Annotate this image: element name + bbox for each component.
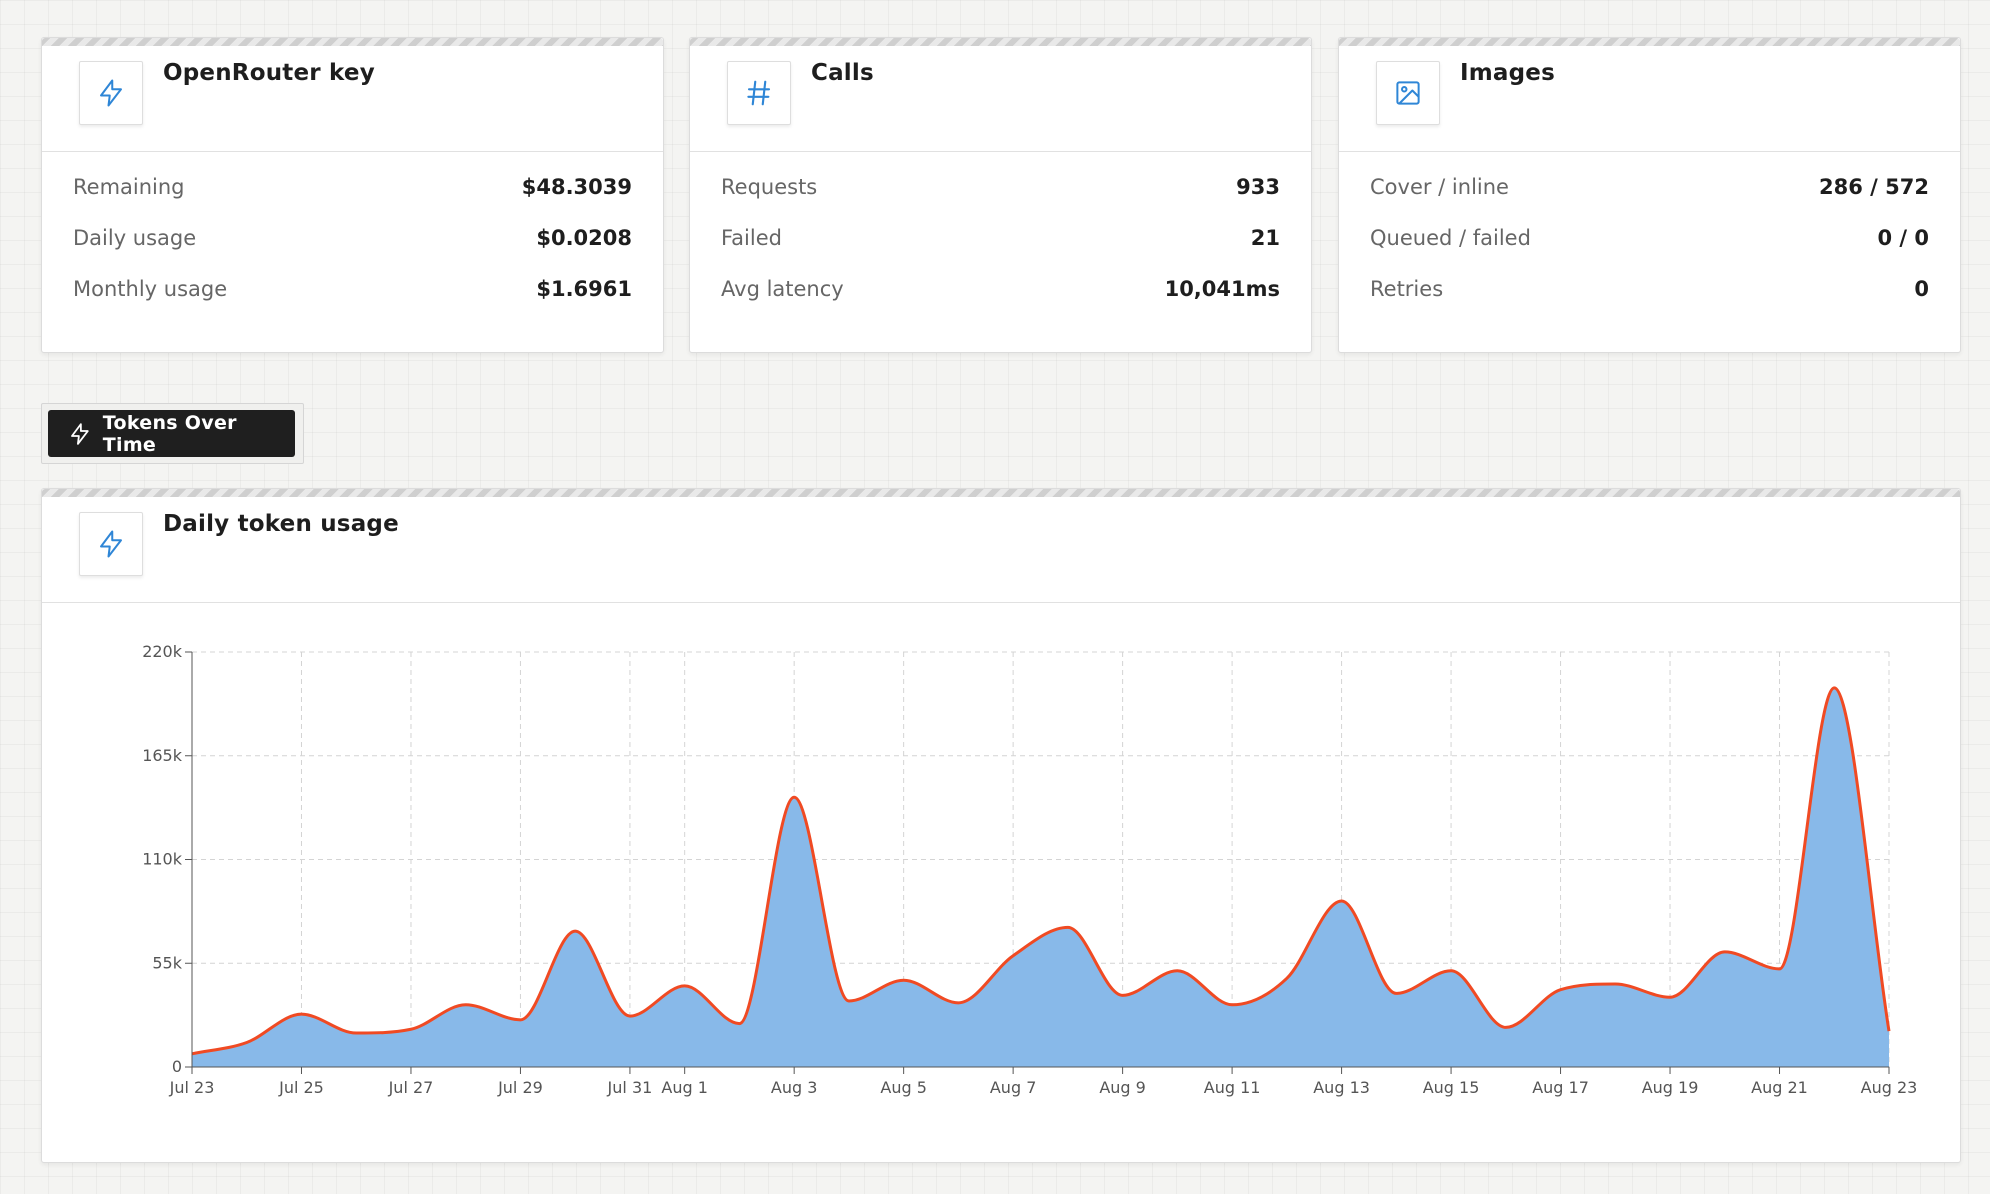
stat-value: $48.3039 [521, 175, 632, 199]
stat-label: Retries [1370, 277, 1444, 301]
stats-list: Cover / inline 286 / 572 Queued / failed 0… [1370, 175, 1929, 328]
x-tick-label: Jul 29 [497, 1078, 543, 1097]
stat-label: Daily usage [73, 226, 197, 250]
y-tick-label: 165k [142, 746, 183, 765]
card-title: OpenRouter key [163, 60, 375, 86]
stat-row-monthly-usage: Monthly usage $1.6961 [73, 277, 632, 328]
stat-row-avg-latency: Avg latency 10,041ms [721, 277, 1280, 328]
stat-label: Cover / inline [1370, 175, 1509, 199]
calls-card: Calls Requests 933 Failed 21 Avg latency 10… [689, 37, 1312, 353]
hash-icon [727, 61, 791, 125]
stat-label: Failed [721, 226, 782, 250]
stat-label: Requests [721, 175, 818, 199]
stat-value: 933 [1236, 175, 1280, 199]
x-tick-label: Aug 11 [1204, 1078, 1261, 1097]
stat-row-queued-failed: Queued / failed 0 / 0 [1370, 226, 1929, 277]
tab-label: Tokens Over Time [102, 411, 237, 456]
bolt-icon [71, 422, 89, 445]
card-header: Daily token usage [42, 489, 1960, 603]
stat-value: 286 / 572 [1819, 175, 1929, 199]
stat-label: Monthly usage [73, 277, 228, 301]
x-tick-label: Aug 15 [1423, 1078, 1480, 1097]
stat-row-remaining: Remaining $48.3039 [73, 175, 632, 226]
images-card: Images Cover / inline 286 / 572 Queued / … [1338, 37, 1961, 353]
x-tick-label: Aug 7 [990, 1078, 1037, 1097]
tab-tokens-over-time[interactable]: Tokens Over Time [48, 410, 295, 457]
x-tick-label: Aug 13 [1313, 1078, 1370, 1097]
stat-value: 0 / 0 [1877, 226, 1929, 250]
x-tick-label: Aug 23 [1861, 1078, 1918, 1097]
stat-label: Avg latency [721, 277, 844, 301]
y-tick-label: 110k [142, 850, 183, 869]
card-title: Calls [811, 60, 874, 86]
stat-row-failed: Failed 21 [721, 226, 1280, 277]
stat-label: Queued / failed [1370, 226, 1531, 250]
card-title: Daily token usage [163, 511, 399, 537]
x-tick-label: Aug 9 [1099, 1078, 1146, 1097]
card-header: Calls [690, 38, 1311, 152]
y-tick-label: 220k [142, 642, 183, 661]
card-header: Images [1339, 38, 1960, 152]
tab-bar: Tokens Over Time [41, 403, 304, 464]
x-tick-label: Aug 17 [1532, 1078, 1589, 1097]
daily-token-usage-card: Daily token usage 0 55k 110k 165k 220k Jul 23… [41, 488, 1961, 1163]
token-usage-chart: 0 55k 110k 165k 220k Jul 23 Jul 25 Jul 27 Jul 29… [142, 642, 1918, 1097]
stats-list: Remaining $48.3039 Daily usage $0.0208 Mon… [73, 175, 632, 328]
y-tick-label: 55k [152, 953, 182, 972]
stat-row-requests: Requests 933 [721, 175, 1280, 226]
stat-value: 10,041ms [1164, 277, 1280, 301]
image-icon [1376, 61, 1440, 125]
x-tick-label: Jul 31 [607, 1078, 653, 1097]
card-title: Images [1460, 60, 1555, 86]
x-tick-label: Aug 5 [880, 1078, 927, 1097]
x-tick-label: Jul 27 [388, 1078, 434, 1097]
series-area [192, 687, 1889, 1067]
stat-row-daily-usage: Daily usage $0.0208 [73, 226, 632, 277]
x-tick-label: Jul 25 [278, 1078, 324, 1097]
series-line [191, 686, 1891, 1056]
openrouter-key-card: OpenRouter key Remaining $48.3039 Daily u… [41, 37, 664, 353]
stat-row-retries: Retries 0 [1370, 277, 1929, 328]
stats-list: Requests 933 Failed 21 Avg latency 10,041ms [721, 175, 1280, 328]
stat-row-cover-inline: Cover / inline 286 / 572 [1370, 175, 1929, 226]
stat-label: Remaining [73, 175, 185, 199]
x-tick-label: Aug 21 [1751, 1078, 1808, 1097]
x-tick-label: Jul 23 [169, 1078, 215, 1097]
bolt-icon [79, 61, 143, 125]
bolt-icon [79, 512, 143, 576]
x-tick-label: Aug 3 [771, 1078, 818, 1097]
card-header: OpenRouter key [42, 38, 663, 152]
x-tick-label: Aug 1 [661, 1078, 708, 1097]
y-tick-label: 0 [172, 1057, 182, 1076]
stat-value: $0.0208 [536, 226, 632, 250]
stat-value: 0 [1914, 277, 1929, 301]
stat-value: 21 [1250, 226, 1280, 250]
x-tick-label: Aug 19 [1642, 1078, 1699, 1097]
stat-value: $1.6961 [536, 277, 632, 301]
